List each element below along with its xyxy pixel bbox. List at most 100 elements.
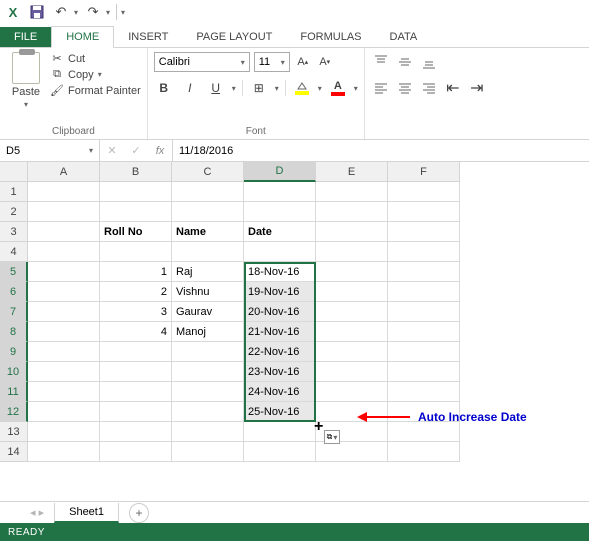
fill-color-button[interactable] [292, 78, 312, 98]
cell[interactable] [388, 222, 460, 242]
cell[interactable] [388, 242, 460, 262]
autofill-options-button[interactable]: ⧉▾ [324, 430, 340, 444]
cell[interactable]: 2 [100, 282, 172, 302]
tab-data[interactable]: DATA [376, 27, 432, 47]
column-header[interactable]: E [316, 162, 388, 182]
column-header[interactable]: C [172, 162, 244, 182]
cell[interactable]: Vishnu [172, 282, 244, 302]
cell[interactable] [172, 202, 244, 222]
cell[interactable]: Raj [172, 262, 244, 282]
row-header[interactable]: 4 [0, 242, 28, 262]
cell[interactable]: Roll No [100, 222, 172, 242]
cell[interactable] [316, 202, 388, 222]
sheet-nav[interactable]: ◂ ▸ [30, 506, 44, 519]
cell[interactable] [316, 262, 388, 282]
tab-page-layout[interactable]: PAGE LAYOUT [182, 27, 286, 47]
paste-button[interactable]: Paste ▾ [6, 52, 46, 109]
cell[interactable]: 21-Nov-16 [244, 322, 316, 342]
cell[interactable] [388, 382, 460, 402]
cell[interactable] [100, 202, 172, 222]
cell[interactable]: 18-Nov-16 [244, 262, 316, 282]
italic-button[interactable]: I [180, 78, 200, 98]
cell[interactable] [172, 442, 244, 462]
cell[interactable] [172, 382, 244, 402]
cell[interactable] [388, 442, 460, 462]
cell[interactable] [28, 242, 100, 262]
row-header[interactable]: 6 [0, 282, 28, 302]
cell[interactable] [100, 422, 172, 442]
cell[interactable]: 1 [100, 262, 172, 282]
column-header[interactable]: B [100, 162, 172, 182]
cell[interactable] [316, 242, 388, 262]
cell[interactable] [172, 342, 244, 362]
row-header[interactable]: 12 [0, 402, 28, 422]
cell[interactable] [244, 242, 316, 262]
cell[interactable] [172, 422, 244, 442]
cell[interactable] [28, 422, 100, 442]
cell[interactable] [244, 422, 316, 442]
cell[interactable] [316, 222, 388, 242]
undo-dropdown-icon[interactable]: ▾ [74, 8, 78, 17]
font-color-button[interactable]: A [328, 78, 348, 98]
sheet-tab-active[interactable]: Sheet1 [54, 503, 119, 523]
row-header[interactable]: 13 [0, 422, 28, 442]
qat-customize-icon[interactable]: ▾ [121, 8, 125, 17]
row-header[interactable]: 2 [0, 202, 28, 222]
cut-button[interactable]: ✂Cut [50, 52, 141, 65]
tab-home[interactable]: HOME [51, 26, 114, 48]
cell[interactable] [388, 362, 460, 382]
cell[interactable] [388, 202, 460, 222]
formula-input[interactable]: 11/18/2016 [173, 140, 589, 161]
cell[interactable] [28, 182, 100, 202]
select-all-corner[interactable] [0, 162, 28, 182]
cell[interactable] [28, 322, 100, 342]
cell[interactable] [28, 202, 100, 222]
cell[interactable] [172, 402, 244, 422]
decrease-font-button[interactable]: A▾ [316, 52, 334, 72]
save-icon[interactable] [28, 3, 46, 21]
tab-formulas[interactable]: FORMULAS [286, 27, 375, 47]
row-header[interactable]: 10 [0, 362, 28, 382]
cell[interactable]: Manoj [172, 322, 244, 342]
accept-formula-icon[interactable]: ✓ [124, 144, 148, 157]
cell[interactable]: 19-Nov-16 [244, 282, 316, 302]
cell[interactable] [388, 422, 460, 442]
cell[interactable] [28, 402, 100, 422]
name-box[interactable]: D5▾ [0, 140, 100, 161]
cell[interactable]: 22-Nov-16 [244, 342, 316, 362]
worksheet-grid[interactable]: ABCDEF 1234567891011121314 Roll NoNameDa… [0, 162, 589, 472]
cell[interactable]: 25-Nov-16 [244, 402, 316, 422]
cell[interactable] [244, 442, 316, 462]
cell[interactable] [100, 382, 172, 402]
row-header[interactable]: 11 [0, 382, 28, 402]
column-header[interactable]: F [388, 162, 460, 182]
column-header[interactable]: A [28, 162, 100, 182]
border-button[interactable]: ⊞ [249, 78, 269, 98]
align-left-button[interactable] [371, 78, 391, 98]
align-bottom-button[interactable] [419, 52, 439, 72]
increase-indent-button[interactable]: ⇥ [467, 78, 487, 98]
insert-function-icon[interactable]: fx [148, 145, 172, 157]
cell[interactable] [316, 362, 388, 382]
row-header[interactable]: 3 [0, 222, 28, 242]
cell[interactable] [316, 302, 388, 322]
cell[interactable] [388, 302, 460, 322]
row-header[interactable]: 14 [0, 442, 28, 462]
tab-file[interactable]: FILE [0, 27, 51, 47]
decrease-indent-button[interactable]: ⇤ [443, 78, 463, 98]
cell[interactable] [100, 242, 172, 262]
increase-font-button[interactable]: A▴ [294, 52, 312, 72]
cell[interactable] [244, 182, 316, 202]
column-header[interactable]: D [244, 162, 316, 182]
font-name-select[interactable]: Calibri▾ [154, 52, 250, 72]
format-painter-button[interactable]: 🖌Format Painter [50, 84, 141, 97]
cell[interactable] [172, 362, 244, 382]
cell[interactable] [28, 342, 100, 362]
align-center-button[interactable] [395, 78, 415, 98]
cell[interactable] [316, 342, 388, 362]
align-top-button[interactable] [371, 52, 391, 72]
underline-button[interactable]: U [206, 78, 226, 98]
cell[interactable] [388, 322, 460, 342]
redo-icon[interactable]: ↷ [84, 3, 102, 21]
add-sheet-button[interactable]: + [129, 503, 149, 523]
